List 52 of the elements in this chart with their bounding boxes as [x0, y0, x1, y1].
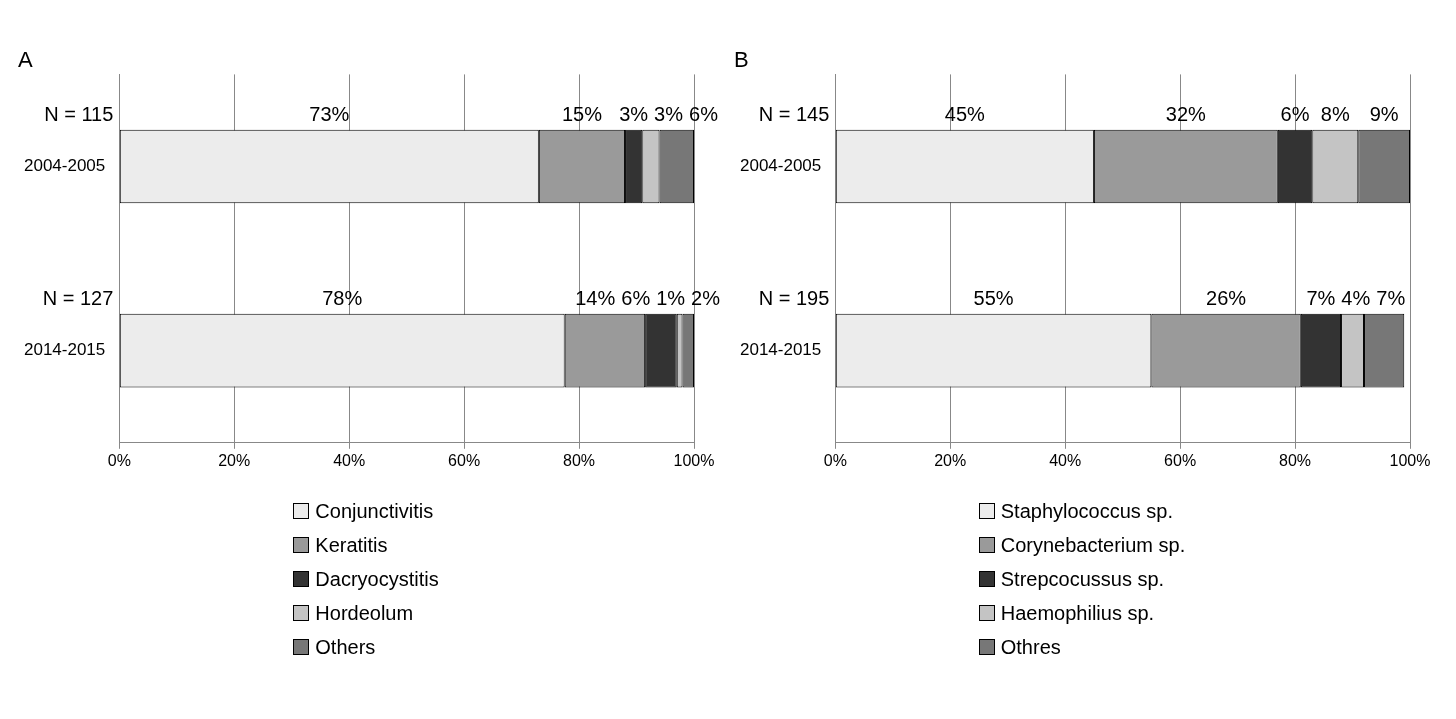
text: 32% [1165, 103, 1206, 126]
x-tick-label: 60% [448, 451, 481, 469]
chart-title: B [734, 47, 749, 73]
text: 6% [621, 287, 651, 310]
x-tick-label: 60% [1164, 451, 1197, 469]
x-tick-label: 20% [934, 451, 967, 469]
text: 1% [656, 287, 686, 310]
x-tick-label: 40% [333, 451, 366, 469]
x-tick-label: 20% [218, 451, 251, 469]
text: 15% [561, 103, 602, 126]
text: 8% [1320, 103, 1350, 126]
legend-label: Dacryocystitis [315, 567, 439, 591]
legend-label: Haemophilius sp. [1000, 601, 1155, 625]
y-tick-label: 2014-2015 [739, 340, 822, 360]
text: N = 195 [758, 287, 830, 310]
text: 26% [1206, 287, 1247, 310]
x-tick-label: 100% [1389, 451, 1431, 469]
text: 14% [575, 287, 616, 310]
text: N = 145 [758, 103, 830, 126]
text: 9% [1369, 103, 1399, 126]
text: N = 115 [44, 103, 114, 126]
x-tick-label: 0% [107, 451, 131, 469]
text: 3% [619, 103, 649, 126]
chart-title: A [18, 47, 33, 73]
text: 73% [309, 103, 350, 126]
text: 7% [1306, 287, 1336, 310]
text: 78% [322, 287, 363, 310]
text: 7% [1376, 287, 1406, 310]
legend-label: Corynebacterium sp. [1000, 533, 1186, 557]
y-tick-label: 2004-2005 [739, 156, 822, 176]
legend-label: Conjunctivitis [315, 499, 434, 523]
legend-label: Staphylococcus sp. [1000, 499, 1174, 523]
legend-label: Othres [1000, 635, 1061, 659]
x-tick-label: 40% [1049, 451, 1082, 469]
x-tick-label: 80% [1279, 451, 1312, 469]
text: 55% [973, 287, 1014, 310]
y-tick-label: 2014-2015 [23, 340, 106, 360]
text: 2% [691, 287, 720, 310]
legend-label: Keratitis [315, 533, 388, 557]
text: 6% [689, 103, 718, 126]
y-tick-label: 2004-2005 [23, 156, 106, 176]
x-tick-label: 80% [563, 451, 596, 469]
text: 4% [1341, 287, 1371, 310]
legend-label: Others [315, 635, 376, 659]
text: 6% [1280, 103, 1310, 126]
text: N = 127 [42, 287, 114, 310]
text: 45% [944, 103, 985, 126]
text: 3% [654, 103, 684, 126]
legend-label: Hordeolum [315, 601, 414, 625]
x-tick-label: 100% [673, 451, 715, 469]
legend-label: Strepcocussus sp. [1000, 567, 1165, 591]
x-tick-label: 0% [823, 451, 847, 469]
